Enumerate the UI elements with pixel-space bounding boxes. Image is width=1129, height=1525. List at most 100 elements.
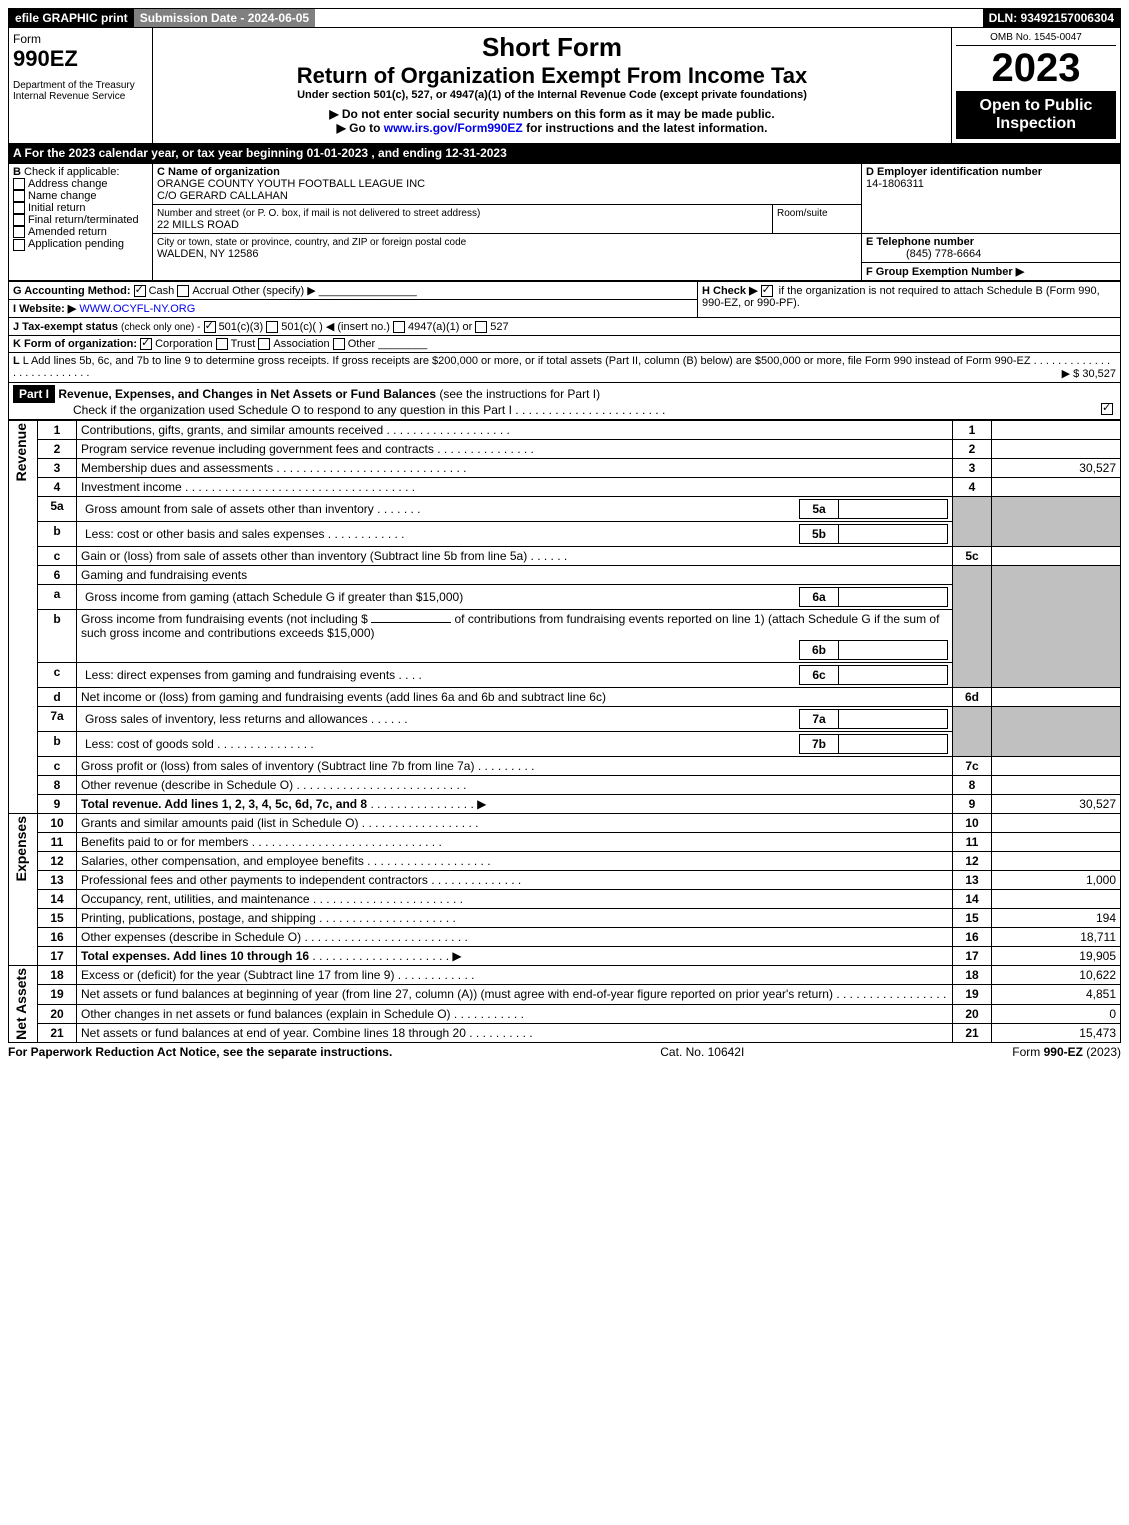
section-b-text: Check if applicable: (24, 166, 119, 178)
checkbox-527[interactable] (475, 321, 487, 333)
line-6b-num: 6b (812, 643, 826, 657)
open-inspection: Open to Public Inspection (956, 91, 1116, 139)
line-15-val: 194 (992, 909, 1121, 928)
section-j-label: J Tax-exempt status (13, 321, 118, 333)
line-13-desc: Professional fees and other payments to … (81, 873, 428, 887)
page-footer: For Paperwork Reduction Act Notice, see … (8, 1043, 1121, 1059)
line-14-desc: Occupancy, rent, utilities, and maintena… (81, 892, 310, 906)
section-k-label: K Form of organization: (13, 338, 137, 350)
website-link[interactable]: WWW.OCYFL-NY.ORG (79, 303, 195, 315)
checkbox-cash[interactable] (134, 285, 146, 297)
ein-value: 14-1806311 (866, 178, 924, 190)
section-b-label: B (13, 166, 21, 178)
line-20-num: 20 (965, 1007, 978, 1021)
opt-name: Name change (28, 190, 97, 202)
line-10-desc: Grants and similar amounts paid (list in… (81, 816, 358, 830)
form-number: 990EZ (13, 46, 148, 72)
line-7a-desc: Gross sales of inventory, less returns a… (85, 712, 368, 726)
checkbox-4947[interactable] (393, 321, 405, 333)
line-5a-desc: Gross amount from sale of assets other t… (85, 502, 374, 516)
line-12-val (992, 852, 1121, 871)
cash-label: Cash (149, 285, 175, 297)
opt-address: Address change (28, 178, 108, 190)
line-2-desc: Program service revenue including govern… (81, 442, 434, 456)
street-value: 22 MILLS ROAD (157, 219, 239, 231)
line-6d-val (992, 688, 1121, 707)
line-6d-desc: Net income or (loss) from gaming and fun… (81, 690, 606, 704)
room-label: Room/suite (777, 208, 828, 219)
checkbox-amended[interactable] (13, 226, 25, 238)
dln-label: DLN: 93492157006304 (983, 9, 1120, 27)
line-19-desc: Net assets or fund balances at beginning… (81, 987, 833, 1001)
line-15-num: 15 (965, 911, 978, 925)
checkbox-schedule-o[interactable] (1101, 403, 1113, 415)
footer-center: Cat. No. 10642I (660, 1045, 744, 1059)
section-l-text: L Add lines 5b, 6c, and 7b to line 9 to … (23, 355, 1031, 367)
subtitle: Under section 501(c), 527, or 4947(a)(1)… (157, 89, 947, 101)
form-header: Form 990EZ Department of the Treasury In… (8, 28, 1121, 144)
checkbox-address[interactable] (13, 178, 25, 190)
line-17-desc: Total expenses. Add lines 10 through 16 (81, 949, 309, 963)
org-name: ORANGE COUNTY YOUTH FOOTBALL LEAGUE INC (157, 178, 425, 190)
line-14-num: 14 (965, 892, 978, 906)
line-1-val (992, 421, 1121, 440)
line-16-desc: Other expenses (describe in Schedule O) (81, 930, 301, 944)
footer-left: For Paperwork Reduction Act Notice, see … (8, 1045, 392, 1059)
checkbox-trust[interactable] (216, 338, 228, 350)
city-value: WALDEN, NY 12586 (157, 248, 259, 260)
line-2-num: 2 (969, 442, 976, 456)
opt-amended: Amended return (28, 226, 107, 238)
line-17-num: 17 (965, 949, 978, 963)
checkbox-corp[interactable] (140, 338, 152, 350)
opt-initial: Initial return (28, 202, 85, 214)
line-16-num: 16 (965, 930, 978, 944)
line-8-num: 8 (969, 778, 976, 792)
line-18-desc: Excess or (deficit) for the year (Subtra… (81, 968, 394, 982)
line-5b-desc: Less: cost or other basis and sales expe… (85, 527, 324, 541)
line-4-val (992, 478, 1121, 497)
line-1-num: 1 (969, 423, 976, 437)
checkbox-pending[interactable] (13, 239, 25, 251)
opt-501c3: 501(c)(3) (219, 321, 264, 333)
line-11-desc: Benefits paid to or for members (81, 835, 248, 849)
line-10-num: 10 (965, 816, 978, 830)
checkbox-501c[interactable] (266, 321, 278, 333)
line-18-val: 10,622 (992, 966, 1121, 985)
line-5c-val (992, 547, 1121, 566)
checkbox-h[interactable] (761, 285, 773, 297)
line-16-val: 18,711 (992, 928, 1121, 947)
checkbox-assoc[interactable] (258, 338, 270, 350)
line-6c-desc: Less: direct expenses from gaming and fu… (85, 668, 395, 682)
checkbox-501c3[interactable] (204, 321, 216, 333)
line-6a-num: 6a (812, 590, 825, 604)
other-label: Other (specify) ▶ (232, 285, 316, 297)
line-7c-num: 7c (965, 759, 978, 773)
line-15-desc: Printing, publications, postage, and shi… (81, 911, 316, 925)
section-f-label: F Group Exemption Number ▶ (866, 266, 1024, 278)
accrual-label: Accrual (192, 285, 229, 297)
line-20-desc: Other changes in net assets or fund bala… (81, 1007, 451, 1021)
note-2: ▶ Go to www.irs.gov/Form990EZ for instru… (157, 121, 947, 135)
line-2-val (992, 440, 1121, 459)
line-7a-num: 7a (812, 712, 825, 726)
line-6d-num: 6d (965, 690, 979, 704)
checkbox-other-org[interactable] (333, 338, 345, 350)
line-1-desc: Contributions, gifts, grants, and simila… (81, 423, 383, 437)
line-19-val: 4,851 (992, 985, 1121, 1004)
irs-link[interactable]: www.irs.gov/Form990EZ (384, 121, 523, 135)
opt-final: Final return/terminated (28, 214, 139, 226)
checkbox-name[interactable] (13, 190, 25, 202)
line-8-val (992, 776, 1121, 795)
section-h-text: H Check ▶ (702, 285, 758, 297)
top-bar: efile GRAPHIC print Submission Date - 20… (8, 8, 1121, 28)
line-8-desc: Other revenue (describe in Schedule O) (81, 778, 293, 792)
checkbox-initial[interactable] (13, 202, 25, 214)
street-label: Number and street (or P. O. box, if mail… (157, 208, 480, 219)
short-form-title: Short Form (157, 32, 947, 63)
section-g-label: G Accounting Method: (13, 285, 131, 297)
line-7b-desc: Less: cost of goods sold (85, 737, 214, 751)
submission-date: Submission Date - 2024-06-05 (134, 9, 315, 27)
checkbox-final[interactable] (13, 214, 25, 226)
part-i-label: Part I (13, 385, 55, 403)
checkbox-accrual[interactable] (177, 285, 189, 297)
